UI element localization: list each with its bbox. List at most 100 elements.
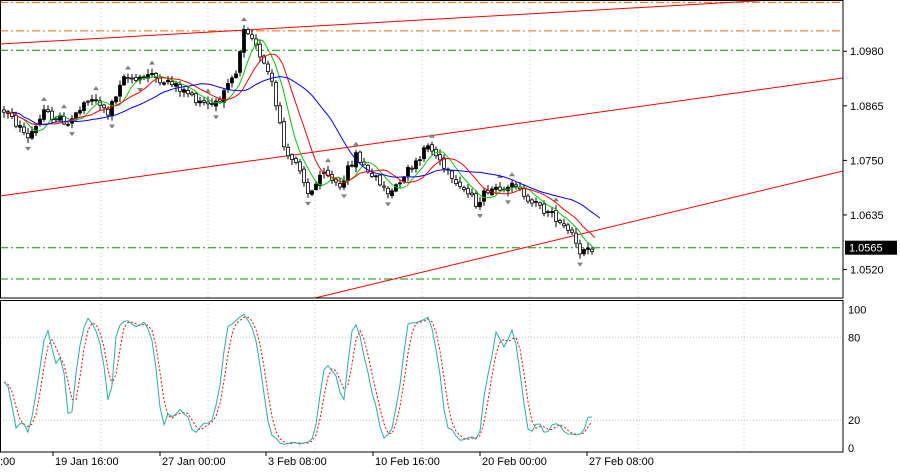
oscillator-panel-frame: [0, 300, 844, 453]
candle-body: [154, 73, 158, 78]
candle-body: [26, 133, 30, 139]
candle-body: [530, 199, 534, 204]
candle-body: [250, 34, 254, 39]
candle-body: [302, 168, 306, 184]
candle-body: [310, 190, 314, 195]
candle-body: [522, 187, 526, 197]
moving-average-line: [6, 53, 596, 239]
fractal-down-icon: [69, 132, 75, 137]
candle-body: [42, 109, 46, 120]
oscillator-tick-label: 100: [848, 305, 866, 317]
candle-body: [270, 72, 274, 82]
candle-body: [234, 73, 238, 78]
candle-body: [538, 202, 542, 206]
x-tick-label: 27 Feb 08:00: [589, 456, 654, 468]
candle-body: [74, 112, 78, 119]
y-tick-label: 1.0635: [850, 210, 884, 222]
fractal-down-icon: [137, 88, 143, 93]
candle-body: [150, 72, 154, 75]
candle-body: [18, 125, 22, 128]
candle-body: [558, 220, 562, 224]
candle-body: [478, 201, 482, 208]
candlesticks: [2, 25, 594, 259]
candle-body: [78, 110, 82, 114]
candle-body: [298, 161, 302, 172]
price-axis: 1.0980 1.0865 1.0750 1.0635 1.0520 100 80 20 0: [843, 46, 884, 455]
candle-body: [338, 183, 342, 188]
stochastic-oscillator: [0, 313, 843, 445]
candle-body: [414, 160, 418, 170]
candle-body: [174, 83, 178, 87]
candle-body: [122, 76, 126, 86]
y-tick-label: 1.0750: [850, 155, 884, 167]
candle-body: [498, 186, 502, 191]
candle-body: [410, 167, 414, 170]
moving-averages: [6, 39, 601, 250]
fractal-up-icon: [93, 86, 99, 91]
candle-body: [94, 99, 98, 102]
candle-body: [582, 249, 586, 255]
candle-body: [170, 80, 174, 86]
candle-body: [118, 84, 122, 97]
current-price-box: [845, 240, 897, 255]
fractal-up-icon: [61, 104, 67, 109]
candle-body: [346, 165, 350, 181]
channel-line: [0, 0, 782, 45]
candle-body: [510, 182, 514, 188]
fractal-down-icon: [213, 115, 219, 120]
oscillator-tick-label: 20: [848, 415, 860, 427]
candle-body: [258, 43, 262, 58]
fractal-up-icon: [353, 141, 359, 146]
candle-body: [550, 211, 554, 213]
candle-body: [274, 81, 278, 107]
fractal-up-icon: [125, 65, 131, 70]
candle-body: [242, 29, 246, 53]
candle-body: [554, 210, 558, 222]
horizontal-levels: [0, 1, 843, 280]
x-tick-label: 19 Jan 16:00: [55, 456, 119, 468]
candle-body: [278, 105, 282, 124]
candle-body: [206, 101, 210, 105]
candle-body: [162, 82, 166, 85]
fractal-up-icon: [241, 17, 247, 22]
candle-body: [46, 109, 50, 112]
candle-body: [566, 224, 570, 231]
candle-body: [110, 101, 114, 117]
fractal-up-icon: [41, 96, 47, 101]
current-price-label: 1.0565: [849, 243, 883, 255]
regression-channel: [0, 0, 844, 299]
candle-body: [466, 188, 470, 195]
candle-body: [378, 174, 382, 186]
candle-body: [262, 55, 266, 64]
candle-body: [86, 100, 90, 103]
candle-body: [294, 157, 298, 163]
candle-body: [82, 102, 86, 111]
candle-body: [586, 247, 590, 250]
candle-body: [438, 154, 442, 161]
x-tick-label: 20 Feb 00:00: [482, 456, 547, 468]
candle-body: [370, 173, 374, 177]
candle-body: [62, 116, 66, 125]
candle-body: [458, 181, 462, 187]
candle-body: [202, 100, 206, 103]
fractal-down-icon: [477, 214, 483, 219]
candle-body: [114, 96, 118, 103]
candle-body: [450, 170, 454, 179]
candle-body: [90, 99, 94, 102]
fractal-up-icon: [429, 133, 435, 138]
candle-body: [546, 211, 550, 214]
candle-body: [246, 29, 250, 35]
fractal-up-icon: [325, 158, 331, 163]
candle-body: [14, 114, 18, 127]
candle-body: [130, 77, 134, 80]
candle-body: [534, 201, 538, 203]
candle-body: [66, 123, 70, 126]
fractal-down-icon: [505, 200, 511, 205]
x-tick-label: 27 Jan 00:00: [162, 456, 226, 468]
fractal-down-icon: [305, 201, 311, 206]
candle-body: [238, 51, 242, 73]
candle-body: [482, 190, 486, 202]
candle-body: [214, 100, 218, 107]
candle-body: [222, 90, 226, 103]
